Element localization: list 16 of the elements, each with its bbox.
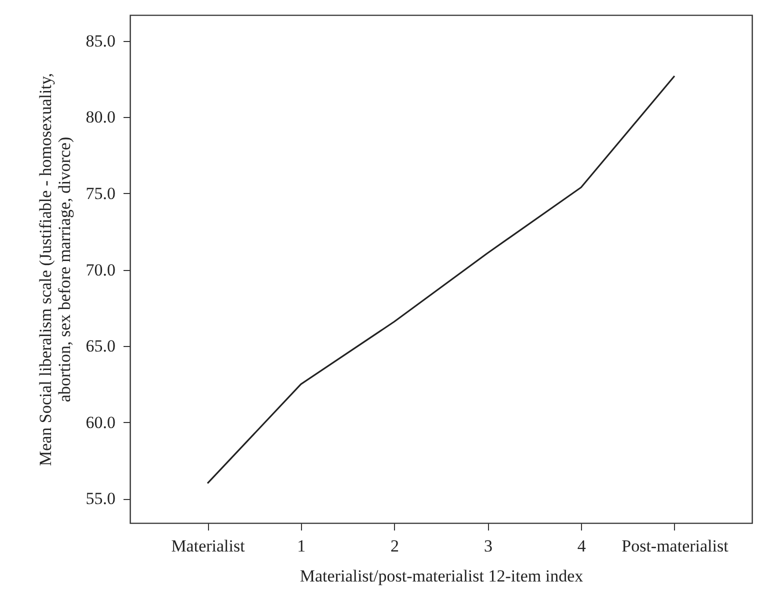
y-tick-label: 80.0 <box>86 108 116 127</box>
x-tick-label: 1 <box>297 536 306 556</box>
y-tick-label: 70.0 <box>86 260 116 280</box>
x-tick-label: 4 <box>577 536 586 556</box>
y-tick-label: 85.0 <box>86 31 116 50</box>
line-series <box>206 75 676 484</box>
y-tick-label: 75.0 <box>86 184 116 203</box>
x-tick-label: Post-materialist <box>622 536 729 556</box>
y-axis-title: Mean Social liberalism scale (Justifiable - homosexuality, abortion, sex before marriage, divorce) <box>36 72 74 466</box>
x-tick-label: 3 <box>484 536 492 556</box>
x-tick-label: 2 <box>390 536 400 556</box>
x-tick-label: Materialist <box>171 536 246 556</box>
y-tick-label: 60.0 <box>86 412 116 432</box>
x-axis-title: Materialist/post-materialist 12-item index <box>300 566 584 586</box>
y-tick-label: 55.0 <box>86 489 116 508</box>
y-tick-label: 65.0 <box>86 336 116 356</box>
